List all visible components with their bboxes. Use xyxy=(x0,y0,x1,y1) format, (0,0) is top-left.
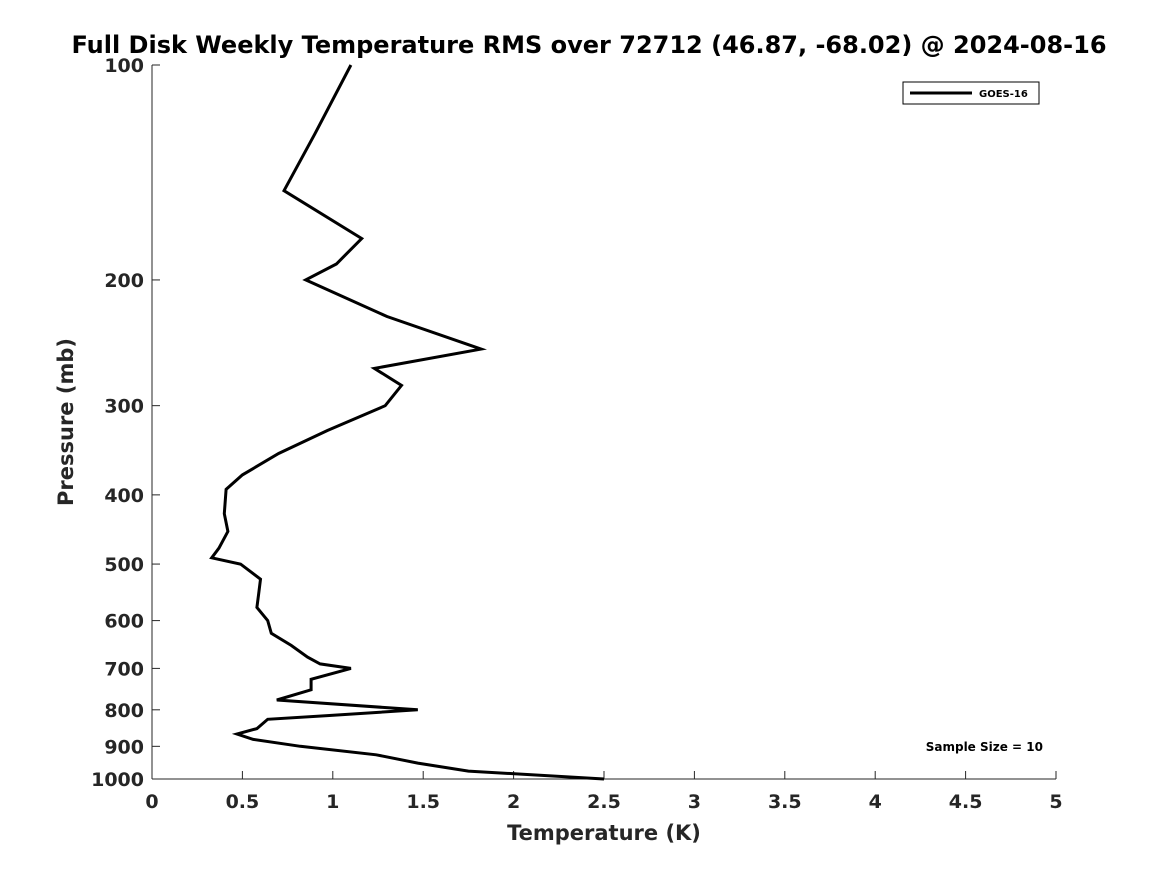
y-axis-ticks: 100 200 300 400 500 600 700 800 900 1000 xyxy=(91,55,160,791)
series-layer xyxy=(209,64,605,781)
x-tick-label: 1.5 xyxy=(406,791,440,813)
x-tick-label: 1 xyxy=(326,791,339,813)
x-tick-label: 0 xyxy=(145,791,158,813)
x-tick-label: 4.5 xyxy=(949,791,983,813)
y-tick-label: 500 xyxy=(104,554,144,576)
chart-title: Full Disk Weekly Temperature RMS over 72… xyxy=(71,31,1106,59)
x-tick-label: 5 xyxy=(1049,791,1062,813)
x-tick-label: 2 xyxy=(507,791,520,813)
legend: GOES-16 xyxy=(902,81,1040,105)
x-axis-label: Temperature (K) xyxy=(507,821,701,845)
x-axis-ticks: 0 0.5 1 1.5 2 2.5 3 3.5 4 4.5 5 xyxy=(145,771,1063,813)
y-tick-label: 800 xyxy=(104,700,144,722)
y-axis-label: Pressure (mb) xyxy=(54,338,78,506)
legend-label-goes-16: GOES-16 xyxy=(979,89,1028,100)
x-tick-label: 3.5 xyxy=(768,791,802,813)
series-line-goes-16 xyxy=(209,64,605,781)
x-tick-label: 3 xyxy=(688,791,701,813)
x-tick-label: 0.5 xyxy=(226,791,260,813)
y-tick-label: 300 xyxy=(104,396,144,418)
x-tick-label: 2.5 xyxy=(587,791,621,813)
y-tick-label: 400 xyxy=(104,485,144,507)
y-tick-label: 100 xyxy=(104,55,144,77)
y-tick-label: 900 xyxy=(104,736,144,758)
sample-size-annotation: Sample Size = 10 xyxy=(926,740,1043,754)
y-tick-label: 1000 xyxy=(91,769,144,791)
y-tick-label: 200 xyxy=(104,270,144,292)
x-tick-label: 4 xyxy=(869,791,882,813)
plot-axes xyxy=(151,65,1056,780)
y-tick-label: 700 xyxy=(104,658,144,680)
y-tick-label: 600 xyxy=(104,611,144,633)
